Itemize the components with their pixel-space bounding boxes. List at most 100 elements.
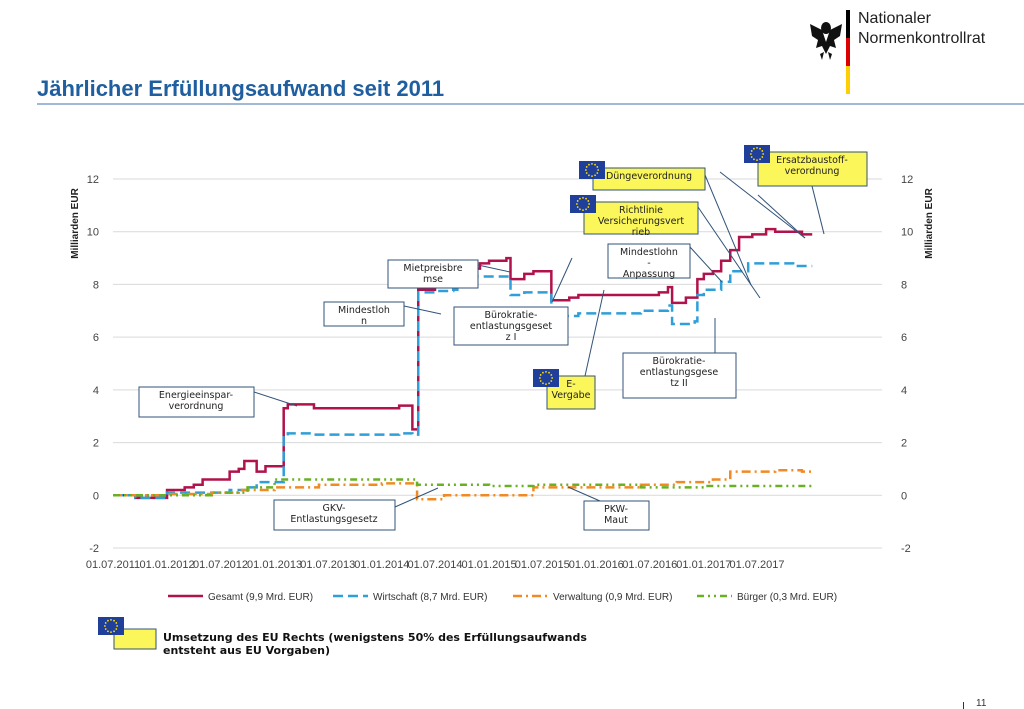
- x-tick-label: 01.01.2017: [676, 559, 731, 571]
- logo-name-line2: Normenkontrollrat: [858, 30, 986, 47]
- y-tick-label-right: 2: [901, 438, 907, 450]
- eu-star: [116, 625, 119, 627]
- eu-star: [761, 156, 764, 158]
- y-tick-label-left: 10: [87, 227, 99, 239]
- annotation-box: [583, 201, 699, 235]
- eu-star: [539, 374, 542, 376]
- eu-star: [585, 166, 588, 168]
- eu-star: [579, 208, 581, 211]
- nkr-logo: Nationaler Normenkontrollrat: [806, 10, 1016, 94]
- annotation-text: GKV-: [323, 503, 346, 514]
- eu-star: [110, 618, 112, 621]
- y-tick-label-left: 4: [93, 385, 99, 397]
- annotation-text: Maut: [604, 515, 628, 526]
- y-tick-label-left: -2: [89, 543, 99, 555]
- annotation-leader: [584, 289, 605, 377]
- y-tick-label-right: 4: [901, 385, 907, 397]
- eu-flag-icon: [579, 161, 605, 179]
- flag-stripe: [846, 66, 850, 94]
- eu-star: [587, 206, 590, 208]
- annotation-text: Energieeinspar-: [159, 390, 233, 401]
- eu-star: [750, 150, 753, 152]
- annotation-leader: [394, 487, 439, 508]
- page-title: Jährlicher Erfüllungsaufwand seit 2011: [37, 76, 445, 101]
- annotation-box: [607, 243, 691, 279]
- eu-star: [539, 380, 542, 382]
- eu-star: [588, 163, 590, 166]
- annotation-leader: [719, 171, 806, 239]
- eu-star: [596, 166, 599, 168]
- annotation-leader: [689, 246, 723, 283]
- eu-star: [542, 382, 544, 385]
- eu-star: [594, 174, 596, 177]
- eu-star: [750, 156, 753, 158]
- x-tick-label: 01.01.2016: [569, 559, 624, 571]
- eu-star: [588, 174, 590, 177]
- eu-star: [749, 153, 752, 155]
- eu-star: [107, 619, 109, 622]
- y-tick-label-right: 8: [901, 279, 907, 291]
- eu-star: [550, 374, 553, 376]
- eu-star: [575, 203, 578, 205]
- annotation-text: verordnung: [785, 166, 840, 177]
- title-divider: [37, 103, 1024, 105]
- annotation-text: mse: [423, 274, 443, 285]
- annotation-text: z I: [506, 332, 517, 343]
- eu-star: [576, 200, 579, 202]
- logo-name-line1: Nationaler: [858, 10, 931, 27]
- y-tick-label-right: 0: [901, 490, 907, 502]
- annotation-leader: [704, 174, 752, 286]
- eu-star: [548, 382, 550, 385]
- eu-star: [113, 630, 115, 633]
- annotation-box: [387, 259, 479, 289]
- eu-star: [585, 208, 587, 211]
- x-tick-label: 01.01.2015: [462, 559, 517, 571]
- eu-star: [110, 631, 112, 634]
- eu-star: [550, 380, 553, 382]
- flag-stripe: [846, 38, 850, 66]
- x-tick-label: 01.07.2014: [407, 559, 462, 571]
- annotation-text: entlastungsgese: [640, 367, 719, 378]
- y-tick-label-left: 0: [93, 490, 99, 502]
- annotation-text: Anpassung: [623, 269, 675, 280]
- eu-star: [576, 206, 579, 208]
- annotation-box: [757, 151, 868, 187]
- eu-flag-icon: [570, 195, 596, 213]
- y-tick-label-left: 2: [93, 438, 99, 450]
- eu-star: [548, 371, 550, 374]
- legend-entry: Bürger (0,3 Mrd. EUR): [737, 592, 837, 603]
- y-axis-label-right: Milliarden EUR: [924, 187, 935, 258]
- annotation-leader: [811, 185, 825, 235]
- eu-star: [103, 625, 106, 627]
- eu-star: [107, 630, 109, 633]
- x-tick-label: 01.01.2014: [354, 559, 409, 571]
- annotation-text: entlastungsgeset: [470, 321, 552, 332]
- annotation-leader: [697, 206, 761, 299]
- eu-star: [596, 172, 599, 174]
- y-tick-label-left: 6: [93, 332, 99, 344]
- eu-star: [588, 203, 591, 205]
- annotation-text: E-: [566, 379, 575, 390]
- annotation-text: Mindestloh: [338, 305, 390, 316]
- series-line-2: [113, 468, 813, 501]
- eu-star: [591, 162, 593, 165]
- flag-stripe: [846, 10, 850, 38]
- annotation-text: tz II: [670, 378, 687, 389]
- eu-star: [587, 200, 590, 202]
- eu-star: [579, 197, 581, 200]
- annotation-text: Richtlinie: [619, 205, 663, 216]
- y-tick-label-right: 6: [901, 332, 907, 344]
- page-number: 11: [976, 698, 987, 709]
- annotation-text: Versicherungsvert: [598, 216, 684, 227]
- page-divider: [963, 702, 964, 709]
- eu-star: [756, 159, 758, 162]
- eu-star: [585, 172, 588, 174]
- y-axis-label-left: Milliarden EUR: [70, 187, 81, 258]
- eu-star: [115, 628, 118, 630]
- y-tick-label-right: -2: [901, 543, 911, 555]
- eu-legend-swatch: [113, 628, 157, 650]
- annotation-box: [273, 499, 396, 531]
- x-tick-label: 01.07.2016: [622, 559, 677, 571]
- x-tick-label: 01.07.2015: [515, 559, 570, 571]
